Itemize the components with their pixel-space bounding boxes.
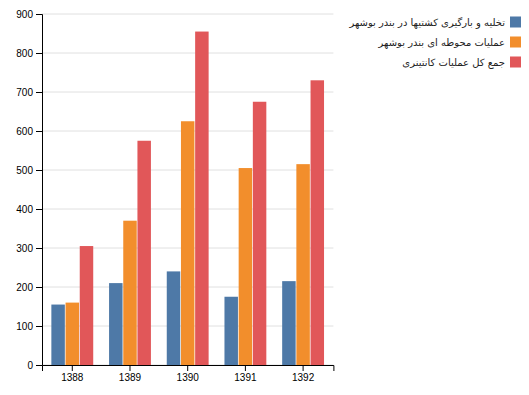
x-tick: 1390 xyxy=(177,365,200,383)
bar xyxy=(239,168,252,365)
y-tick-mark xyxy=(36,287,42,288)
x-tick-label: 1391 xyxy=(234,372,257,383)
y-tick: 600 xyxy=(16,126,42,137)
bar xyxy=(253,102,266,365)
y-tick-label: 800 xyxy=(16,48,33,59)
y-tick: 700 xyxy=(16,87,42,98)
y-tick-mark xyxy=(36,131,42,132)
grid xyxy=(42,14,333,365)
bar xyxy=(311,80,324,365)
x-tick-label: 1390 xyxy=(177,372,200,383)
y-tick-label: 100 xyxy=(16,321,33,332)
x-tick: 1392 xyxy=(292,365,315,383)
x-tick-mark xyxy=(72,365,73,371)
x-tick-label: 1389 xyxy=(119,372,142,383)
y-tick-label: 200 xyxy=(16,282,33,293)
y-axis: 0 100 200 300 400 500 600 700 800 900 xyxy=(16,9,42,371)
bar xyxy=(109,283,122,365)
legend-label: جمع کل عملیات کانتینری xyxy=(402,57,505,69)
grid-line xyxy=(42,14,333,15)
chart: تخلیه و بارگیری کشتیها در بندر بوشهر عملی… xyxy=(0,0,529,395)
y-tick-mark xyxy=(36,248,42,249)
x-tick-label: 1388 xyxy=(61,372,84,383)
legend-swatch xyxy=(510,37,521,48)
y-tick: 400 xyxy=(16,204,42,215)
y-tick-label: 400 xyxy=(16,204,33,215)
y-tick: 300 xyxy=(16,243,42,254)
legend-label: عملیات محوطه ای بندر بوشهر xyxy=(378,37,506,49)
x-tick: 1388 xyxy=(61,365,84,383)
y-tick-label: 500 xyxy=(16,165,33,176)
y-axis-line xyxy=(36,15,43,366)
bar xyxy=(137,141,150,365)
bar xyxy=(282,281,295,365)
y-tick-label: 700 xyxy=(16,87,33,98)
bar xyxy=(224,297,237,365)
legend-item: عملیات محوطه ای بندر بوشهر xyxy=(378,37,522,49)
legend-item: تخلیه و بارگیری کشتیها در بندر بوشهر xyxy=(348,17,521,29)
y-tick-label: 300 xyxy=(16,243,33,254)
y-tick: 0 xyxy=(27,360,42,371)
x-tick-label: 1392 xyxy=(292,372,315,383)
bar xyxy=(80,246,93,365)
x-axis: 1388 1389 1390 1391 1392 xyxy=(43,365,334,383)
plot: 0 100 200 300 400 500 600 700 800 900 1388 1389 1390… xyxy=(16,9,334,383)
bar xyxy=(66,303,79,365)
bar-series xyxy=(80,32,324,365)
y-tick-label: 900 xyxy=(16,9,33,20)
x-tick-mark xyxy=(303,365,304,371)
y-tick-mark xyxy=(36,53,42,54)
bars xyxy=(51,32,324,365)
y-tick-label: 600 xyxy=(16,126,33,137)
x-tick-mark xyxy=(187,365,188,371)
bar xyxy=(167,271,180,365)
bar xyxy=(296,164,309,365)
y-tick-mark xyxy=(36,14,42,15)
bar xyxy=(51,305,64,365)
y-tick-mark xyxy=(36,326,42,327)
x-axis-line xyxy=(43,366,334,372)
legend-swatch xyxy=(510,57,521,68)
y-tick: 800 xyxy=(16,48,42,59)
legend-label: تخلیه و بارگیری کشتیها در بندر بوشهر xyxy=(348,17,505,29)
y-tick-label: 0 xyxy=(27,360,33,371)
legend-swatch xyxy=(510,17,521,28)
y-tick: 100 xyxy=(16,321,42,332)
x-tick-mark xyxy=(129,365,130,371)
grid-line xyxy=(42,92,333,93)
y-tick-mark xyxy=(36,365,42,366)
legend-item: جمع کل عملیات کانتینری xyxy=(402,57,521,69)
y-tick: 900 xyxy=(16,9,42,20)
y-tick: 200 xyxy=(16,282,42,293)
x-tick-mark xyxy=(245,365,246,371)
x-tick: 1389 xyxy=(119,365,142,383)
grid-line xyxy=(42,53,333,54)
x-tick: 1391 xyxy=(234,365,257,383)
y-tick-mark xyxy=(36,92,42,93)
bar xyxy=(195,32,208,365)
bar-series xyxy=(66,121,310,365)
bar xyxy=(181,121,194,365)
bar xyxy=(123,221,136,365)
y-tick-mark xyxy=(36,170,42,171)
legend: تخلیه و بارگیری کشتیها در بندر بوشهر عملی… xyxy=(348,17,521,69)
y-tick-mark xyxy=(36,209,42,210)
y-tick: 500 xyxy=(16,165,42,176)
